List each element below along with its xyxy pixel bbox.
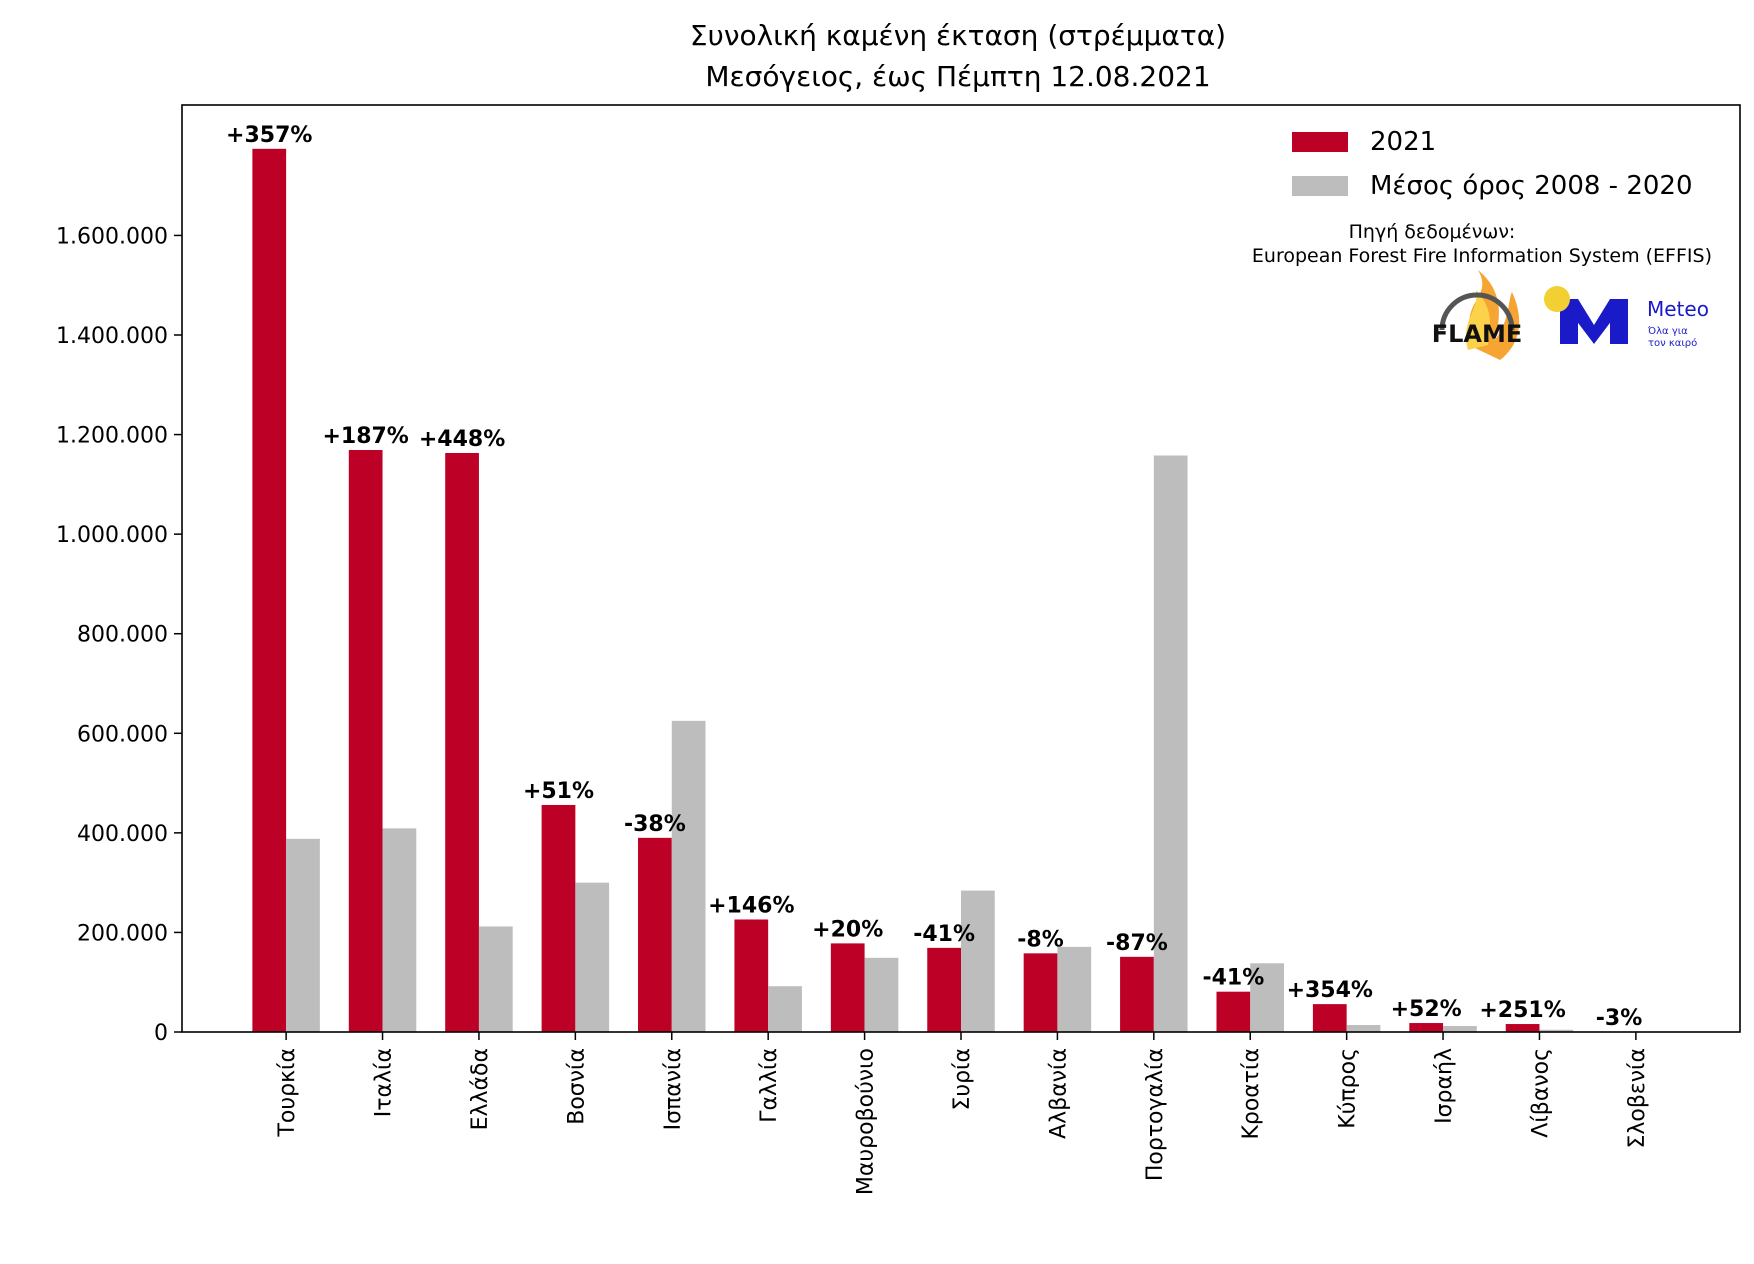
x-tick-label-12: Ισραήλ	[1432, 1048, 1457, 1124]
y-tick-label-5: 1.000.000	[56, 523, 168, 548]
annotation-12: +52%	[1391, 997, 1462, 1022]
y-tick-label-1: 200.000	[77, 921, 168, 946]
bar-2021-0	[252, 149, 286, 1032]
chart-subtitle: Μεσόγειος, έως Πέμπτη 12.08.2021	[705, 60, 1210, 93]
y-tick-label-2: 400.000	[77, 822, 168, 847]
x-tick-label-4: Ισπανία	[661, 1048, 686, 1130]
annotation-14: -3%	[1596, 1006, 1642, 1031]
legend-label-average: Μέσος όρος 2008 - 2020	[1370, 171, 1693, 201]
bar-average-4	[672, 721, 706, 1032]
y-axis: 0 200.000 400.000 600.000 800.000 1.000.000 1.…	[56, 224, 182, 1046]
annotation-5: +146%	[708, 893, 794, 918]
x-tick-label-13: Λίβανος	[1528, 1048, 1553, 1138]
bar-average-11	[1347, 1025, 1381, 1032]
y-tick-label-4: 800.000	[77, 623, 168, 648]
y-tick-label-6: 1.200.000	[56, 424, 168, 449]
x-tick-label-9: Πορτογαλία	[1143, 1048, 1168, 1181]
bar-average-12	[1443, 1026, 1477, 1032]
meteo-logo: Meteo Όλα για τον καιρό	[1544, 286, 1709, 349]
bar-2021-5	[734, 919, 768, 1032]
bar-average-1	[383, 828, 417, 1032]
bar-2021-13	[1506, 1024, 1540, 1032]
bar-2021-8	[1024, 953, 1058, 1032]
x-tick-label-2: Ελλάδα	[468, 1048, 493, 1130]
bars-group	[252, 149, 1669, 1032]
meteo-logo-tagline-1: Όλα για	[1647, 325, 1688, 337]
bar-2021-3	[542, 805, 576, 1032]
x-tick-label-14: Σλοβενία	[1625, 1048, 1650, 1149]
bar-average-5	[768, 986, 802, 1032]
annotation-1: +187%	[322, 424, 408, 449]
annotation-7: -41%	[913, 922, 975, 947]
meteo-logo-name: Meteo	[1647, 297, 1709, 321]
legend-swatch-2021	[1292, 132, 1348, 152]
x-tick-label-7: Συρία	[950, 1048, 975, 1111]
flame-logo: FLAME	[1432, 270, 1523, 360]
annotation-10: -41%	[1202, 966, 1264, 991]
bar-average-0	[286, 839, 320, 1032]
chart-title: Συνολική καμένη έκταση (στρέμματα)	[690, 19, 1226, 52]
bar-2021-9	[1120, 957, 1154, 1032]
annotation-9: -87%	[1106, 931, 1168, 956]
bar-2021-4	[638, 838, 672, 1032]
x-tick-label-6: Μαυροβούνιο	[854, 1048, 879, 1195]
bar-2021-10	[1216, 992, 1250, 1032]
annotation-6: +20%	[812, 917, 883, 942]
annotation-0: +357%	[226, 123, 312, 148]
annotation-11: +354%	[1287, 978, 1373, 1003]
annotation-3: +51%	[523, 779, 594, 804]
annotation-8: -8%	[1017, 927, 1063, 952]
x-tick-label-3: Βοσνία	[564, 1048, 589, 1125]
y-tick-label-0: 0	[154, 1021, 168, 1046]
x-tick-label-0: Τουρκία	[275, 1048, 300, 1138]
annotation-4: -38%	[624, 812, 686, 837]
bar-2021-2	[445, 453, 479, 1032]
source-name: European Forest Fire Information System …	[1252, 245, 1712, 267]
bar-average-6	[865, 958, 899, 1032]
bar-average-3	[575, 883, 609, 1032]
y-tick-label-7: 1.400.000	[56, 324, 168, 349]
x-tick-label-11: Κύπρος	[1336, 1048, 1361, 1129]
bar-2021-7	[927, 948, 961, 1032]
bar-2021-6	[831, 943, 865, 1032]
x-tick-label-10: Κροατία	[1239, 1048, 1264, 1140]
bar-average-2	[479, 926, 513, 1032]
annotation-2: +448%	[419, 427, 505, 452]
annotation-13: +251%	[1479, 998, 1565, 1023]
bar-average-7	[961, 891, 995, 1032]
legend-label-2021: 2021	[1370, 127, 1436, 157]
x-tick-label-1: Ιταλία	[372, 1048, 397, 1117]
source-label: Πηγή δεδομένων:	[1349, 221, 1516, 243]
bar-2021-12	[1409, 1023, 1443, 1032]
bar-2021-1	[349, 450, 383, 1032]
x-axis: Τουρκία Ιταλία Ελλάδα Βοσνία Ισπανία Γαλλία Μα…	[275, 1032, 1650, 1195]
legend: 2021 Μέσος όρος 2008 - 2020	[1292, 127, 1693, 201]
y-tick-label-3: 600.000	[77, 722, 168, 747]
bar-2021-11	[1313, 1004, 1347, 1032]
legend-swatch-average	[1292, 176, 1348, 196]
flame-logo-text: FLAME	[1432, 320, 1523, 348]
x-tick-label-5: Γαλλία	[757, 1048, 782, 1123]
meteo-logo-tagline-2: τον καιρό	[1648, 337, 1697, 349]
bar-average-8	[1057, 947, 1091, 1032]
x-tick-label-8: Αλβανία	[1046, 1048, 1071, 1139]
y-tick-label-8: 1.600.000	[56, 224, 168, 249]
